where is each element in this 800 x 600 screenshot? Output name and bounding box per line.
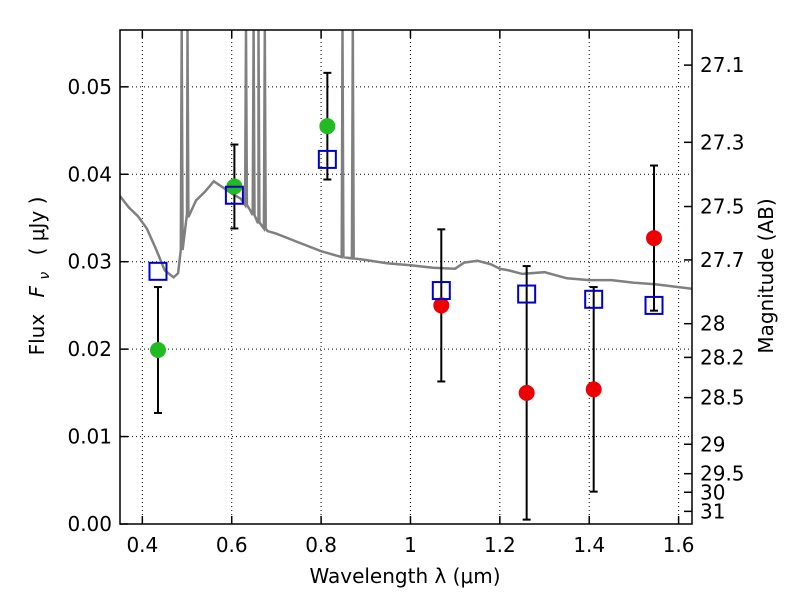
- x-tick-label: 0.8: [305, 533, 337, 557]
- data-point-non-detections: [518, 384, 535, 401]
- model-photometry-square: [584, 289, 604, 309]
- y2-axis-label: Magnitude (AB): [754, 198, 778, 353]
- x-tick-label: 1: [404, 533, 417, 557]
- model-photometry-square: [431, 281, 451, 301]
- mag-tick-label: 28.5: [700, 386, 745, 410]
- mag-tick-label: 27.5: [700, 195, 745, 219]
- data-point-non-detections: [433, 297, 450, 314]
- mag-tick-label: 28: [700, 312, 725, 336]
- y-axis-label-subscript: ν: [37, 272, 53, 280]
- y-axis-label: Flux F ν ( μJy ): [25, 197, 54, 356]
- y-tick-label: 0.00: [67, 512, 112, 536]
- x-tick-label: 1.2: [484, 533, 516, 557]
- y-tick-label: 0.04: [67, 162, 112, 186]
- grid: [120, 30, 692, 525]
- x-tick-label: 1.6: [663, 533, 695, 557]
- axes: 0.4 0.6 0.8 1 1.2 1.4 1.6 0.00 0.01 0.02 0.03 0.04 0…: [67, 29, 745, 557]
- plot-area: [120, 30, 692, 521]
- y-tick-label: 0.05: [67, 75, 112, 99]
- mag-tick-label: 27.7: [700, 248, 745, 272]
- y-tick-label: 0.02: [67, 337, 112, 361]
- model-sed-line: [120, 30, 692, 291]
- data-point-non-detections: [585, 381, 602, 398]
- y-axis-label-symbol: F: [25, 285, 49, 297]
- mag-tick-label: 30: [700, 480, 725, 504]
- mag-tick-label: 27.3: [700, 130, 745, 154]
- y-tick-label: 0.03: [67, 250, 112, 274]
- mag-tick-label: 29.5: [700, 462, 745, 486]
- x-tick-label: 0.4: [126, 533, 158, 557]
- model-photometry-square: [148, 261, 168, 281]
- data-point-detections: [149, 342, 166, 359]
- mag-tick-label: 27.1: [700, 53, 745, 77]
- x-tick-label: 1.4: [573, 533, 605, 557]
- mag-tick-label: 29: [700, 432, 725, 456]
- y-axis-label-prefix: Flux: [25, 314, 49, 356]
- mag-tick-label: 28.2: [700, 345, 745, 369]
- model-photometry-square: [517, 284, 537, 304]
- y-tick-label: 0.01: [67, 425, 112, 449]
- data-point-detections: [319, 118, 336, 135]
- mag-tick-label: 31: [700, 499, 725, 523]
- x-tick-label: 0.6: [216, 533, 248, 557]
- model-photometry-square: [224, 185, 244, 205]
- x-axis-label: Wavelength λ (μm): [309, 564, 500, 588]
- plot-frame: [119, 29, 693, 525]
- y-axis-label-unit: ( μJy ): [25, 197, 49, 256]
- model-photometry-square: [317, 149, 337, 169]
- model-photometry-square: [644, 295, 664, 315]
- data-point-non-detections: [646, 230, 663, 247]
